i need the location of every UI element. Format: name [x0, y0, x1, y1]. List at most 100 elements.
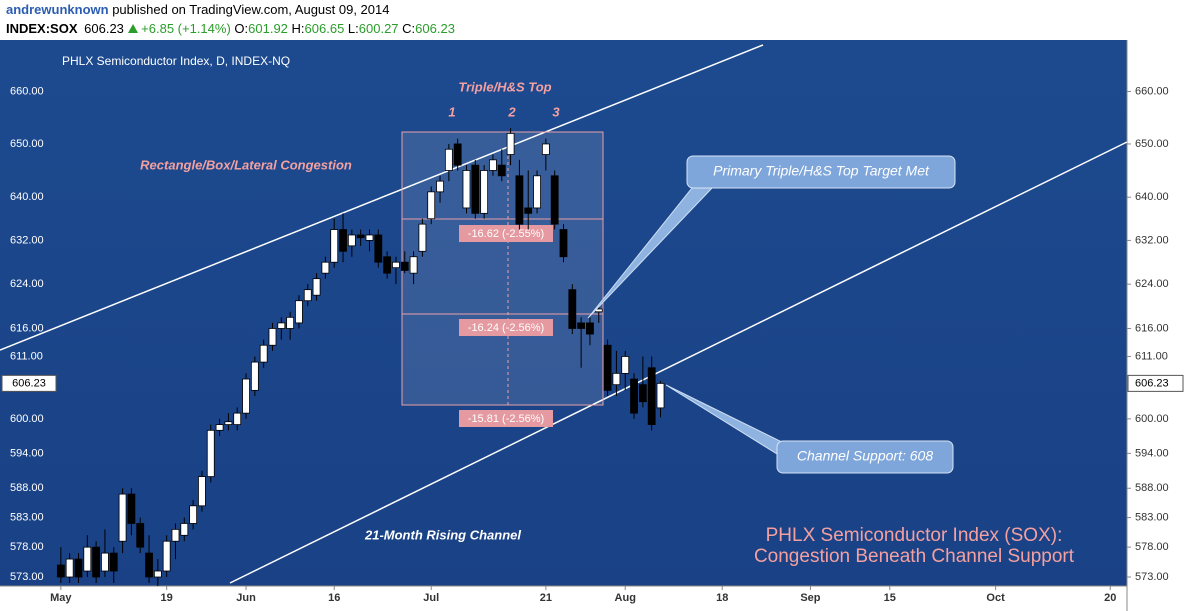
candle-body	[101, 552, 109, 572]
y-tick-label: 611.00	[10, 350, 43, 362]
candle-body	[603, 344, 612, 391]
y-tick-label: 588.00	[10, 482, 44, 494]
y-tick-label: 632.00	[10, 234, 44, 246]
candle-body	[268, 328, 277, 346]
y-tick-label: 616.00	[10, 322, 44, 334]
callout-box	[776, 440, 954, 474]
candle-body	[524, 207, 533, 214]
candle-body	[109, 552, 118, 572]
y-tick-label: 660.00	[10, 85, 44, 97]
ohlc-value: 606.23	[415, 21, 455, 36]
candle-body	[198, 476, 206, 507]
candle-body	[550, 175, 559, 225]
price-marker-label: 606.23	[12, 377, 46, 389]
candle-body	[303, 289, 312, 302]
symbol: INDEX:SOX	[6, 21, 78, 36]
candle-body	[453, 143, 462, 166]
x-tick-label: Oct	[986, 592, 1005, 604]
x-tick-label: Sep	[800, 592, 820, 604]
candle-body	[568, 289, 577, 329]
channel-line	[0, 44, 764, 351]
candle-body	[233, 412, 242, 425]
candle-body	[286, 316, 295, 329]
y-tick-label: 640.00	[10, 191, 44, 203]
y-tick-label: 600.00	[1135, 413, 1169, 425]
x-tick-label: 16	[328, 592, 340, 604]
candle-body	[497, 164, 506, 177]
candle-body	[559, 229, 568, 258]
candle-body	[533, 175, 541, 209]
y-tick-label: 640.00	[1135, 191, 1169, 203]
candle-body	[321, 261, 330, 274]
annotation: 1	[448, 104, 455, 119]
right-axis-band	[1127, 40, 1184, 611]
candle-body	[436, 180, 444, 193]
candle-body	[339, 229, 347, 252]
y-tick-label: 594.00	[1135, 447, 1169, 459]
x-tick-label: 19	[161, 592, 173, 604]
y-tick-label: 611.00	[1135, 350, 1168, 362]
candle-body	[162, 540, 171, 572]
x-tick-label: May	[50, 592, 72, 604]
measure-label: -16.62 (-2.55%)	[468, 228, 544, 240]
header-line: andrewunknown published on TradingView.c…	[0, 0, 1184, 19]
y-tick-label: 600.00	[10, 413, 44, 425]
ohlc-label: O:	[234, 21, 249, 36]
callout-box	[686, 155, 956, 189]
candle-body	[356, 234, 365, 239]
x-tick-label: 21	[540, 592, 552, 604]
y-tick-label: 583.00	[10, 511, 44, 523]
candle-body	[250, 361, 259, 391]
bottom-axis-band	[0, 586, 1127, 611]
candle-body	[224, 421, 233, 425]
candle-body	[577, 322, 586, 329]
measure-label: -15.81 (-2.56%)	[468, 413, 544, 425]
y-tick-label: 573.00	[1135, 571, 1169, 583]
author: andrewunknown	[6, 2, 109, 17]
y-tick-label: 594.00	[10, 447, 44, 459]
price-marker	[1127, 374, 1184, 392]
ohlc-label: H:	[291, 21, 305, 36]
candle-body	[259, 344, 268, 363]
candle-body	[541, 143, 550, 155]
candle-body	[312, 278, 321, 296]
candle-body	[180, 523, 189, 536]
ohlc-value: 600.27	[358, 21, 399, 36]
measure-box	[459, 410, 553, 427]
plot-background	[0, 40, 1127, 586]
y-tick-label: 583.00	[1135, 511, 1169, 523]
chart-title: PHLX Semiconductor Index, D, INDEX-NQ	[62, 54, 290, 68]
price-marker-label: 606.23	[1135, 377, 1169, 389]
candle-body	[206, 429, 215, 477]
candle-body	[427, 191, 436, 220]
y-tick-label: 578.00	[10, 541, 44, 553]
published: published on TradingView.com, August 09,…	[112, 2, 390, 17]
y-tick-label: 650.00	[1135, 138, 1169, 150]
candle-body	[480, 170, 489, 214]
y-tick-label: 624.00	[1135, 278, 1169, 290]
header: andrewunknown published on TradingView.c…	[0, 0, 1184, 40]
candle-body	[383, 256, 392, 274]
y-tick-label: 624.00	[10, 278, 44, 290]
candle-body	[656, 382, 665, 409]
candle-body	[462, 170, 471, 209]
annotation: Triple/H&S Top	[458, 79, 551, 94]
ohlc-label: L:	[347, 21, 359, 36]
ohlc-value: 606.65	[304, 21, 345, 36]
y-tick-label: 650.00	[10, 138, 44, 150]
candle-body	[56, 564, 65, 578]
candle-body	[392, 261, 400, 269]
x-tick-label: 18	[716, 592, 728, 604]
candle-body	[347, 234, 356, 247]
candle-body	[444, 148, 453, 171]
x-tick-label: Aug	[615, 592, 636, 604]
measure-box	[459, 225, 553, 242]
headline: PHLX Semiconductor Index (SOX):	[766, 525, 1063, 546]
candle-body	[515, 175, 524, 225]
candle-body	[74, 558, 83, 578]
y-tick-label: 588.00	[1135, 482, 1169, 494]
y-tick-label: 632.00	[1135, 234, 1169, 246]
callout-text: Channel Support: 608	[797, 448, 933, 464]
